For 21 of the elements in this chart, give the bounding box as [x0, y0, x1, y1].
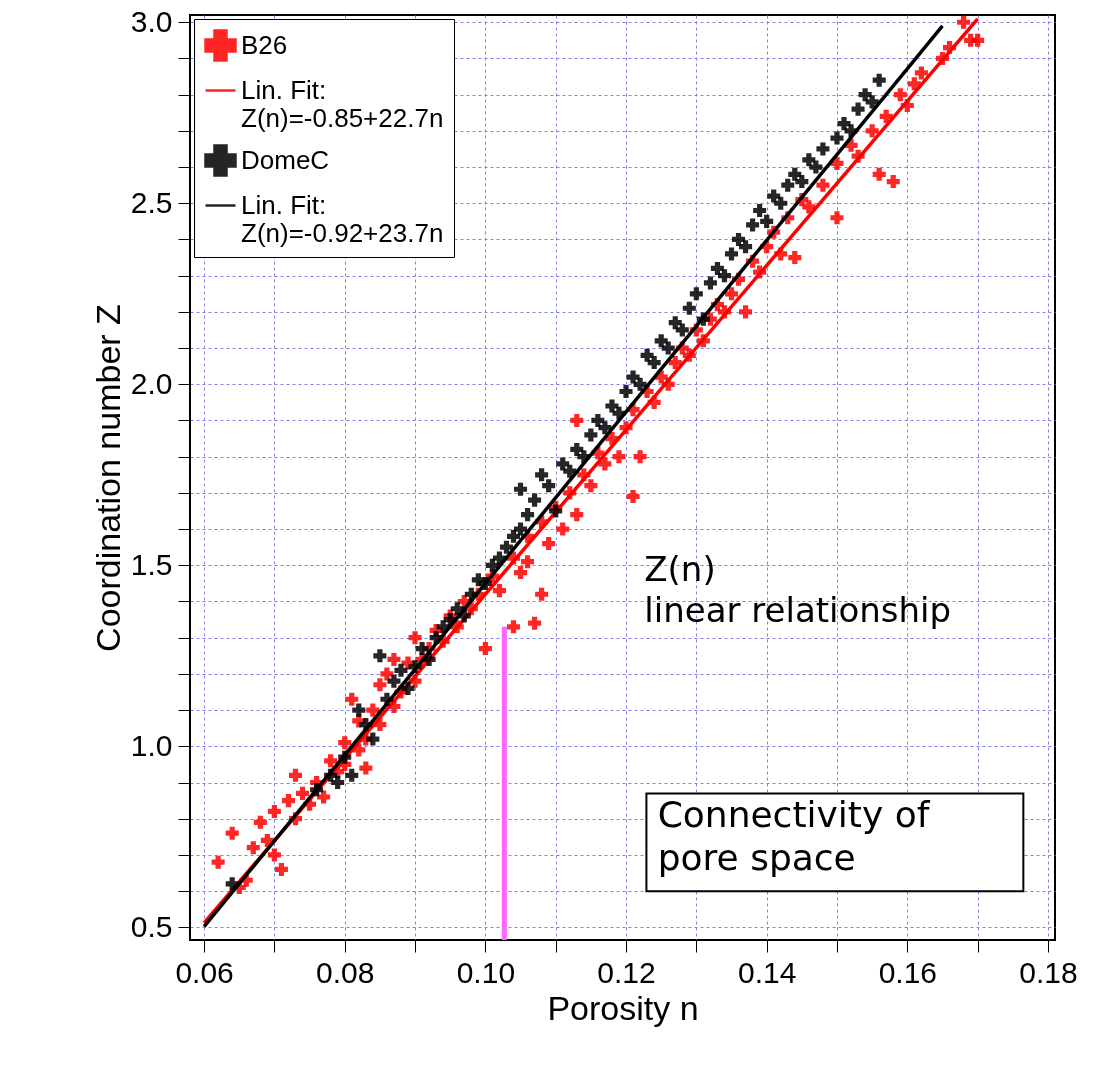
y-tick-label: 2.5	[130, 185, 173, 219]
y-tick-label: 0.5	[130, 909, 173, 943]
y-tick-label: 1.0	[130, 728, 173, 762]
annotation: Connectivity of pore space	[657, 793, 931, 879]
y-axis-title: Coordination number Z	[88, 304, 127, 652]
legend-label: Lin. Fit: Z(n)=-0.92+23.7n	[241, 189, 444, 248]
x-tick-label: 0.12	[597, 955, 656, 989]
y-tick-label: 3.0	[130, 4, 173, 38]
x-tick-label: 0.18	[1019, 955, 1078, 989]
x-tick-label: 0.06	[175, 955, 234, 989]
text: 0.08	[316, 955, 375, 989]
legend-label: Lin. Fit: Z(n)=-0.85+22.7n	[241, 74, 444, 133]
x-tick-label: 0.10	[456, 955, 516, 989]
x-tick-label: 0.16	[878, 955, 938, 989]
annotation: Z(n) linear relationship	[644, 549, 952, 631]
y-tick-label: 1.5	[130, 547, 173, 581]
x-tick-label: 0.14	[737, 955, 797, 989]
legend-label: B26	[241, 29, 288, 60]
y-tick-label: 2.0	[130, 366, 173, 400]
x-axis-title: Porosity n	[547, 988, 699, 1027]
legend-label: DomeC	[241, 144, 330, 175]
